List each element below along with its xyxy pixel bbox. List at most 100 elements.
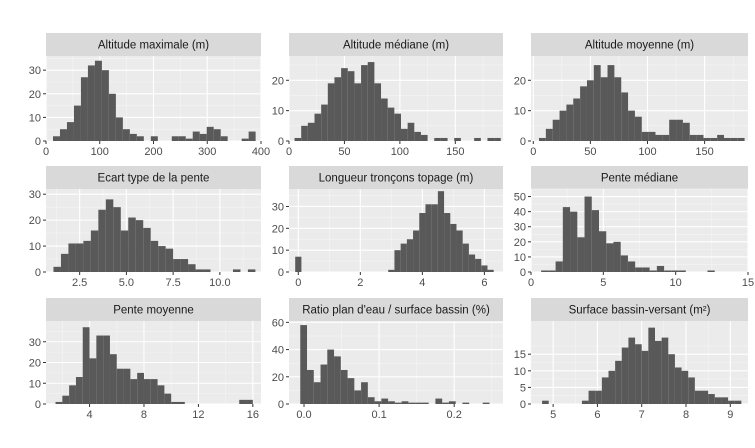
facet-title: Pente médiane: [601, 173, 678, 185]
x-tick-label: 0: [295, 277, 301, 289]
histogram-bar: [129, 133, 137, 141]
y-tick-label: 20: [514, 237, 526, 249]
histogram-bar: [434, 137, 441, 141]
histogram-bar: [341, 68, 348, 141]
histogram-bar: [678, 270, 686, 272]
x-tick-label: 200: [144, 146, 162, 158]
histogram-bar: [314, 113, 322, 141]
x-tick-label: 7.5: [165, 277, 180, 289]
histogram-bar: [59, 129, 67, 141]
histogram-bar: [171, 136, 179, 141]
y-tick-label: 0: [35, 136, 41, 148]
histogram-bar: [730, 137, 738, 141]
histogram-bar: [192, 131, 200, 141]
histogram-bar: [347, 378, 355, 404]
histogram-bar: [676, 119, 683, 141]
histogram-bar: [573, 98, 581, 141]
histogram-bar: [128, 217, 136, 272]
histogram-bar: [130, 379, 138, 404]
histogram-bar: [241, 138, 249, 141]
y-tick-label: 0: [35, 399, 41, 411]
histogram-bar: [75, 243, 84, 272]
histogram-bar: [354, 390, 362, 404]
y-tick-label: 10: [29, 112, 41, 124]
y-tick-label: 20: [514, 75, 526, 87]
y-tick-label: 10: [514, 252, 526, 264]
y-tick-label: 30: [29, 65, 41, 77]
histogram-bar: [462, 402, 470, 404]
histogram-bar: [374, 83, 382, 141]
histogram-bar: [628, 110, 635, 141]
facet-title: Altitude moyenne (m): [585, 40, 694, 52]
histogram-bar: [425, 204, 432, 272]
y-tick-label: 20: [272, 372, 284, 384]
histogram-bar: [475, 258, 482, 272]
histogram-bar: [419, 213, 426, 272]
histogram-bar: [340, 369, 348, 404]
histogram-bar: [595, 390, 602, 404]
histogram-bar: [82, 327, 90, 404]
x-tick-label: 5: [600, 277, 606, 289]
x-tick-label: 4: [419, 277, 425, 289]
histogram-bar: [581, 400, 589, 404]
histogram-bar: [307, 122, 315, 141]
x-tick-label: 150: [695, 146, 713, 158]
x-tick-label: 9: [727, 409, 733, 421]
histogram-bar: [103, 335, 110, 404]
histogram-bar: [374, 401, 382, 404]
histogram-bar: [188, 264, 196, 272]
histogram-bar: [178, 136, 186, 141]
histogram-bar: [437, 191, 445, 272]
histogram-bar: [482, 402, 490, 404]
histogram-bar: [421, 402, 429, 404]
histogram-bar: [615, 360, 622, 404]
histogram-bar: [448, 401, 456, 404]
histogram-bar: [122, 129, 130, 141]
histogram-bar: [545, 128, 553, 141]
x-tick-label: 300: [198, 146, 216, 158]
histogram-bar: [681, 370, 689, 404]
histogram-bar: [320, 364, 328, 404]
facet-title: Altitude maximale (m): [98, 40, 209, 52]
histogram-bar: [413, 230, 420, 272]
histogram-bar: [381, 398, 389, 404]
y-tick-label: 0: [278, 399, 284, 411]
histogram-bar: [80, 77, 88, 141]
histogram-bar: [232, 269, 241, 272]
histogram-bar: [598, 231, 607, 272]
histogram-bar: [115, 117, 123, 141]
histogram-bar: [185, 138, 193, 141]
histogram-bar: [313, 382, 321, 404]
histogram-bar: [327, 349, 335, 404]
x-tick-label: 6: [481, 277, 487, 289]
histogram-bar: [600, 77, 608, 141]
histogram-bar: [116, 368, 124, 404]
histogram-bar: [203, 269, 211, 272]
histogram-panel-9: Surface bassin-versant (m²) 5 6 7 8 9 0 5 10 15: [514, 298, 748, 421]
x-tick-label: 150: [446, 146, 464, 158]
histogram-bar: [83, 240, 91, 272]
histogram-bar: [593, 65, 601, 141]
histogram-panel-7: Pente moyenne 4 8 12 16 0 10 20 30: [29, 298, 261, 421]
histogram-bar: [481, 265, 488, 272]
histogram-bar: [406, 239, 414, 272]
histogram-bar: [541, 270, 549, 272]
x-tick-label: 10: [670, 277, 682, 289]
y-tick-label: 5: [520, 382, 526, 394]
histogram-bar: [734, 400, 742, 404]
histogram-bar: [248, 131, 256, 141]
histogram-bar: [444, 213, 451, 272]
histogram-panel-5: Longueur tronçons topage (m) 0 2 4 6 0 10 20 30: [272, 166, 503, 289]
histogram-bar: [674, 367, 682, 404]
x-tick-label: 15: [742, 277, 754, 289]
histogram-bar: [682, 122, 690, 141]
y-tick-label: 20: [29, 358, 41, 370]
histogram-bar: [173, 259, 181, 272]
histogram-bar: [714, 397, 722, 404]
x-tick-label: 10.0: [209, 277, 230, 289]
histogram-bar: [387, 107, 395, 141]
y-tick-label: 15: [514, 349, 526, 361]
y-tick-label: 10: [514, 366, 526, 378]
histogram-bar: [394, 402, 402, 404]
y-tick-label: 30: [29, 189, 41, 201]
